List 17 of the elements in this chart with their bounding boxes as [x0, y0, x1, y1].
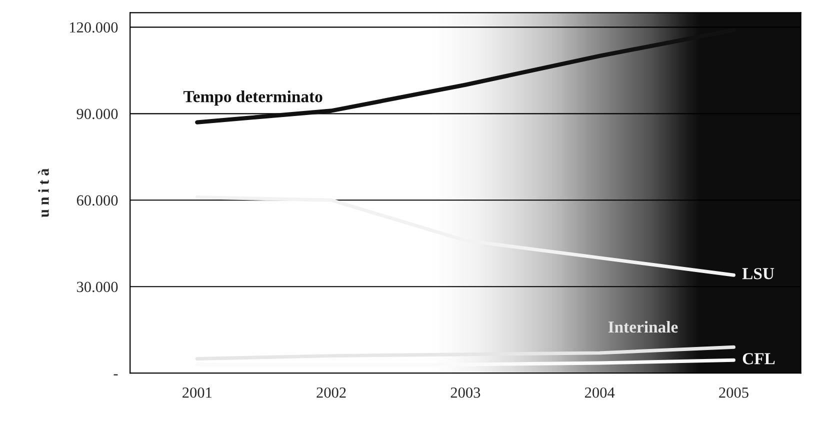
series-label: LSU — [742, 268, 774, 280]
x-tick-label: 2002 — [316, 387, 346, 398]
y-tick-label: 120.000 — [70, 22, 118, 33]
y-tick-label: 60.000 — [76, 195, 118, 206]
y-tick-label: - — [114, 374, 118, 376]
y-tick-label: 90.000 — [76, 108, 118, 120]
series-label: Tempo determinato — [184, 90, 322, 106]
x-tick-label: 2001 — [182, 387, 212, 398]
series-label: Interinale — [608, 320, 678, 333]
x-tick-label: 2005 — [719, 387, 748, 398]
line-series — [195, 196, 736, 277]
x-tick-label: 2003 — [450, 387, 480, 398]
x-tick-label: 2004 — [584, 387, 615, 398]
series-label: CFL — [742, 353, 775, 364]
y-tick-label: 30.000 — [76, 282, 118, 292]
line-series — [195, 345, 736, 360]
y-axis-title: u n i t à — [38, 168, 49, 218]
